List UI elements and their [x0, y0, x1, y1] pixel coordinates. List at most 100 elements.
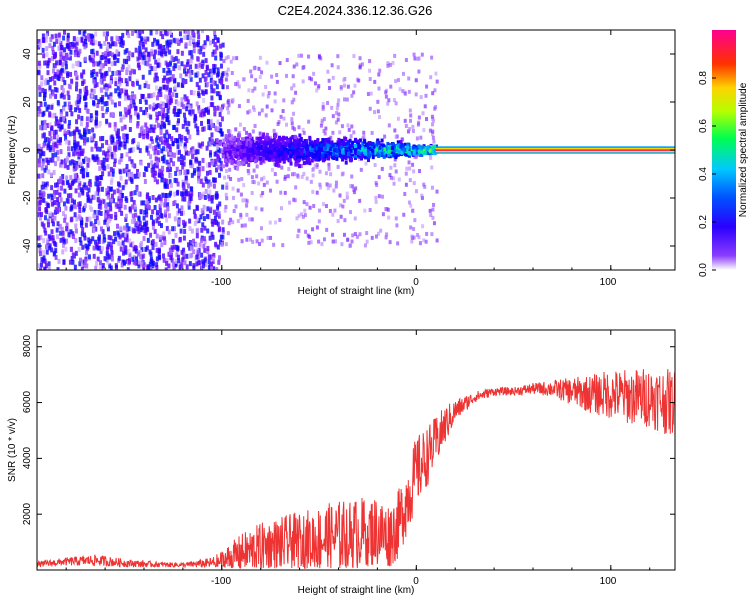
- spectrogram-cell: [197, 48, 201, 54]
- spectrogram-cell: [166, 142, 170, 148]
- spectrogram-cell: [178, 133, 182, 139]
- spectrogram-cell: [412, 226, 416, 231]
- spectrogram-cell: [72, 151, 76, 157]
- spectrogram-cell: [129, 103, 133, 109]
- spectrogram-cell: [215, 191, 219, 197]
- spectrogram-cell: [137, 65, 141, 71]
- spectrogram-cell: [146, 203, 150, 209]
- spectrogram-cell: [136, 226, 140, 232]
- spectrogram-cell: [324, 146, 328, 151]
- spectrogram-cell: [400, 150, 404, 155]
- spectrogram-cell: [166, 196, 170, 202]
- spectrogram-cell: [404, 171, 408, 176]
- spectrogram-cell: [253, 144, 257, 149]
- spectrogram-cell: [160, 107, 164, 113]
- spectrogram-cell: [260, 207, 264, 212]
- spectrogram-cell: [213, 215, 217, 221]
- spectrogram-cell: [237, 137, 241, 142]
- spectrogram-cell: [393, 163, 397, 168]
- spectrogram-cell: [219, 166, 223, 172]
- spectrogram-cell: [324, 140, 328, 145]
- spectrogram-cell: [67, 146, 71, 152]
- spectrogram-cell: [258, 131, 262, 136]
- spectrogram-cell: [114, 81, 118, 87]
- spectrogram-cell: [285, 58, 289, 63]
- spectrogram-cell: [125, 227, 129, 233]
- spectrogram-cell: [137, 259, 141, 265]
- spectrogram-cell: [38, 190, 42, 196]
- snr-ytick-labels: 2000 4000 6000 8000: [22, 334, 33, 525]
- spectrogram-cell: [206, 109, 210, 115]
- spectrogram-cell: [122, 260, 126, 266]
- spectrogram-cell: [232, 137, 236, 142]
- spectrogram-cell: [54, 129, 58, 135]
- spectrogram-cell: [377, 140, 381, 145]
- spectrogram-cell: [213, 34, 217, 40]
- spectrogram-cell: [191, 146, 195, 152]
- spectrogram-cell: [110, 193, 114, 199]
- spectrogram-cell: [38, 42, 42, 48]
- spectrogram-cell: [39, 124, 43, 130]
- spectrogram-cell: [107, 241, 111, 247]
- spectrogram-cell: [393, 157, 397, 162]
- spectrogram-cell: [107, 171, 111, 177]
- spectrogram-cell: [46, 203, 50, 209]
- spectrogram-cell: [281, 141, 285, 146]
- spectrogram-cell: [314, 157, 318, 162]
- spectrogram-cell: [90, 53, 94, 59]
- spectrogram-cell: [46, 123, 50, 129]
- spectrogram-cell: [353, 216, 357, 221]
- spectrogram-cell: [165, 146, 169, 152]
- spectrogram-cell: [181, 257, 185, 263]
- spectrogram-cell: [76, 99, 80, 105]
- spectrogram-cell: [203, 194, 207, 200]
- spectrogram-cell: [149, 232, 153, 238]
- spectrogram-cell: [202, 111, 206, 117]
- spectrogram-cell: [226, 152, 230, 157]
- spectrogram-cell: [223, 143, 227, 148]
- spectrogram-cell: [102, 157, 106, 163]
- spectrogram-cell: [308, 234, 312, 239]
- spectrogram-cell: [236, 164, 240, 169]
- spectrogram-cell: [99, 136, 103, 142]
- spectrogram-cell: [37, 106, 41, 112]
- spectrogram-cell: [132, 69, 136, 75]
- spectrogram-cell: [148, 266, 152, 270]
- spectrogram-cell: [153, 77, 157, 83]
- spectrogram-cell: [131, 81, 135, 87]
- spectrogram-cell: [125, 48, 129, 54]
- spectrogram-cell: [144, 204, 148, 210]
- spectrogram-cell: [65, 54, 69, 60]
- spectrogram-cell: [255, 141, 259, 146]
- spectrogram-cell: [128, 108, 132, 114]
- spectrogram-cell: [144, 109, 148, 115]
- spectrogram-cell: [145, 133, 149, 139]
- spectrogram-cell: [215, 167, 219, 173]
- spectrogram-cell: [308, 161, 312, 166]
- spectrogram-cell: [111, 198, 115, 204]
- spectrogram-cell: [171, 226, 175, 232]
- spectrogram-cell: [54, 161, 58, 167]
- spectrogram-cell: [412, 149, 416, 154]
- spectrogram-cell: [231, 186, 235, 191]
- spectrogram-cell: [145, 245, 149, 251]
- spectrogram-cell: [327, 166, 331, 171]
- spectrogram-cell: [303, 139, 307, 144]
- spectrogram-cell: [67, 123, 71, 129]
- spectrogram-cell: [87, 237, 91, 243]
- spectrogram-cell: [105, 118, 109, 124]
- spectrogram-cell: [420, 195, 424, 200]
- spectrogram-cell: [185, 253, 189, 259]
- spectrogram-cell: [38, 84, 42, 90]
- spectrogram-cell: [63, 80, 67, 86]
- spectrogram-cell: [116, 133, 120, 139]
- spectrogram-cell: [166, 62, 170, 68]
- spectrogram-cell: [143, 221, 147, 227]
- spectrogram-cell: [321, 153, 325, 158]
- spectrogram-cell: [80, 134, 84, 140]
- spectrogram-cell: [91, 58, 95, 64]
- spectrogram-cell: [159, 103, 163, 109]
- spectrogram-cell: [168, 144, 172, 150]
- spectrogram-cell: [41, 87, 45, 93]
- spectrogram-cell: [155, 209, 159, 215]
